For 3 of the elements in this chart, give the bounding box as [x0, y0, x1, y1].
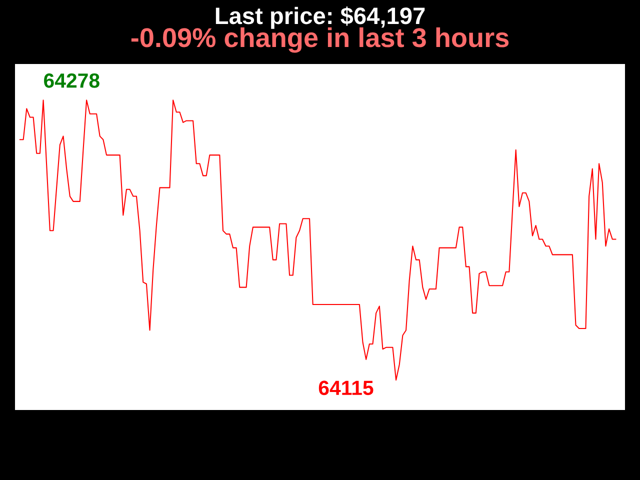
chart-subtitle: -0.09% change in last 3 hours: [131, 27, 509, 53]
data-label: 64278: [44, 73, 100, 88]
data-label: 64115: [318, 380, 374, 396]
